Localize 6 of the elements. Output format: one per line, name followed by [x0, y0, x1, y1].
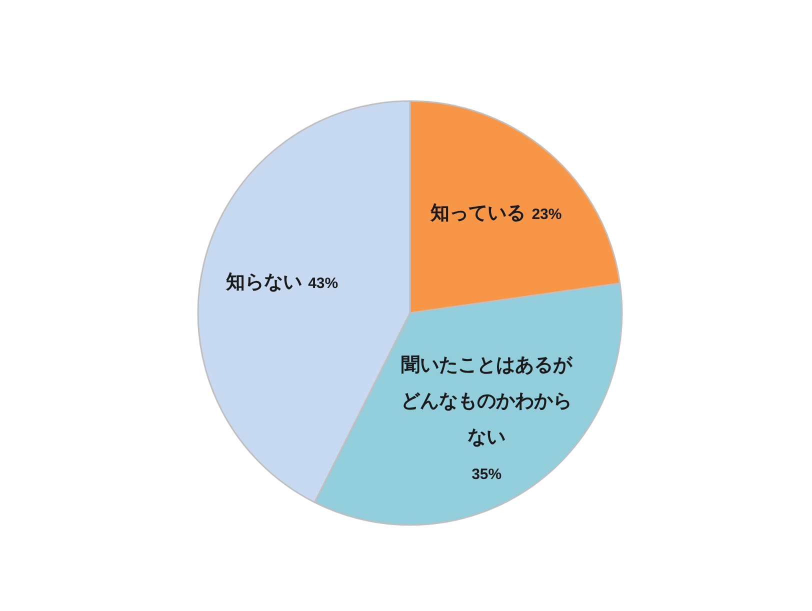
slice-label: 聞いたことはあるがどんなものかわからない	[401, 354, 572, 448]
slice-label: 知っている	[430, 202, 526, 224]
slice-label: 知らない	[226, 270, 302, 293]
data-label: 43%	[308, 274, 338, 292]
data-label: 35%	[472, 466, 502, 483]
data-label: 23%	[532, 206, 562, 223]
